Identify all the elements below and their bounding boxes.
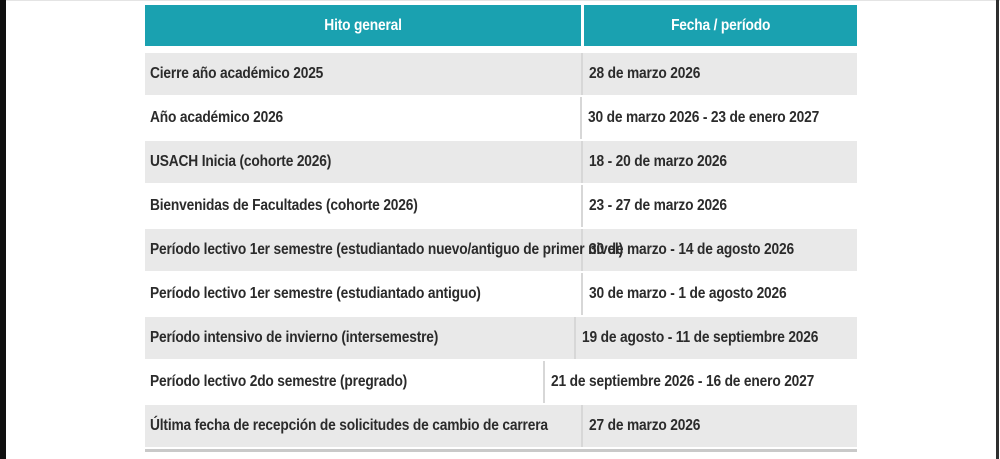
fecha-label: 27 de marzo 2026 [589, 417, 701, 434]
hito-label: Período lectivo 2do semestre (pregrado) [150, 373, 408, 390]
table-row: USACH Inicia (cohorte 2026) 18 - 20 de m… [145, 141, 857, 183]
fecha-label: 28 de marzo 2026 [589, 65, 701, 82]
hito-label: Cierre año académico 2025 [150, 65, 324, 82]
hito-cell: Período lectivo 2do semestre (pregrado) [145, 361, 544, 403]
fecha-cell: 21 de septiembre 2026 - 16 de enero 2027 [545, 361, 857, 403]
header-body-gap [145, 46, 857, 53]
hito-label: Período intensivo de invierno (interseme… [150, 329, 439, 346]
hito-cell: Período intensivo de invierno (interseme… [145, 317, 575, 359]
table-header-row: Hito general Fecha / período [145, 5, 857, 46]
table-row: Período lectivo 2do semestre (pregrado) … [145, 361, 857, 403]
hito-label: Período lectivo 1er semestre (estudianta… [150, 285, 481, 302]
fecha-label: 23 - 27 de marzo 2026 [589, 197, 727, 214]
fecha-label: 19 de agosto - 11 de septiembre 2026 [582, 329, 819, 346]
hito-label: Año académico 2026 [150, 109, 284, 126]
hito-cell: Última fecha de recepción de solicitudes… [145, 405, 581, 447]
fecha-label: 30 de marzo - 1 de agosto 2026 [589, 285, 787, 302]
fecha-cell: 23 - 27 de marzo 2026 [583, 185, 857, 227]
table-row: Año académico 2026 30 de marzo 2026 - 23… [145, 97, 857, 139]
hito-cell: Cierre año académico 2025 [145, 53, 581, 95]
column-divider [581, 53, 583, 95]
table-row: Cierre año académico 2025 28 de marzo 20… [145, 53, 857, 95]
header-hito-general-label: Hito general [324, 16, 402, 34]
table-row: Última fecha de recepción de solicitudes… [145, 405, 857, 447]
fecha-cell: 30 de marzo - 1 de agosto 2026 [583, 273, 857, 315]
column-divider [581, 229, 583, 271]
hito-label: USACH Inicia (cohorte 2026) [150, 153, 332, 170]
fecha-cell: 30 de marzo 2026 - 23 de enero 2027 [582, 97, 857, 139]
hito-label: Última fecha de recepción de solicitudes… [150, 417, 548, 434]
hito-label: Bienvenidas de Facultades (cohorte 2026) [150, 197, 418, 214]
fecha-label: 18 - 20 de marzo 2026 [589, 153, 727, 170]
table-row: Período intensivo de invierno (interseme… [145, 317, 857, 359]
fecha-label: 21 de septiembre 2026 - 16 de enero 2027 [551, 373, 815, 390]
table-row: Período lectivo 1er semestre (estudianta… [145, 273, 857, 315]
column-divider [543, 361, 546, 403]
column-divider [580, 97, 583, 139]
fecha-cell: 27 de marzo 2026 [583, 405, 857, 447]
table-row: Bienvenidas de Facultades (cohorte 2026)… [145, 185, 857, 227]
left-edge-bar [0, 0, 6, 459]
header-cell-hito-general: Hito general [145, 5, 581, 46]
hito-cell: Período lectivo 1er semestre (estudianta… [145, 273, 581, 315]
header-fecha-periodo-label: Fecha / período [670, 16, 771, 34]
hito-cell: USACH Inicia (cohorte 2026) [145, 141, 581, 183]
column-divider [581, 405, 583, 447]
fecha-label: 30 de marzo 2026 - 23 de enero 2027 [588, 109, 820, 126]
academic-calendar-table: Hito general Fecha / período Cierre año … [145, 5, 857, 452]
top-edge-line [0, 0, 1000, 1]
column-divider [581, 185, 583, 227]
header-cell-fecha-periodo: Fecha / período [584, 5, 857, 46]
column-divider [581, 273, 583, 315]
column-divider [581, 141, 583, 183]
hito-cell: Año académico 2026 [145, 97, 581, 139]
fecha-cell: 19 de agosto - 11 de septiembre 2026 [576, 317, 857, 359]
hito-cell: Período lectivo 1er semestre (estudianta… [145, 229, 623, 271]
fecha-cell: 28 de marzo 2026 [583, 53, 857, 95]
column-divider [574, 317, 577, 359]
right-edge-bar [996, 0, 999, 459]
table-row: Período lectivo 1er semestre (estudianta… [145, 229, 857, 271]
fecha-cell: 30 de marzo - 14 de agosto 2026 [583, 229, 857, 271]
fecha-label: 30 de marzo - 14 de agosto 2026 [589, 241, 794, 258]
table-bottom-border [145, 449, 857, 452]
fecha-cell: 18 - 20 de marzo 2026 [583, 141, 857, 183]
header-column-divider [581, 5, 584, 46]
hito-label: Período lectivo 1er semestre (estudianta… [150, 241, 623, 258]
hito-cell: Bienvenidas de Facultades (cohorte 2026) [145, 185, 581, 227]
table-body: Cierre año académico 2025 28 de marzo 20… [145, 53, 857, 447]
